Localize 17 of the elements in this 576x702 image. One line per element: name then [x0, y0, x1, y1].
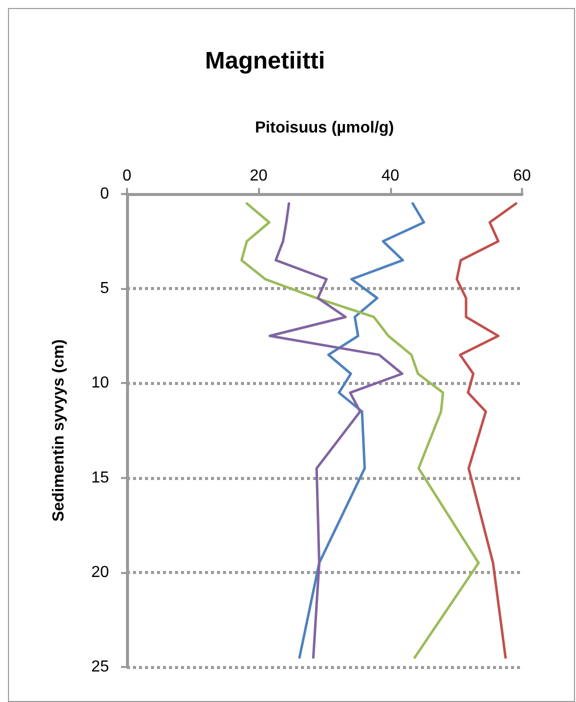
y-tick-label: 15 [91, 469, 110, 486]
x-axis-title: Pitoisuus (µmol/g) [255, 120, 394, 136]
y-tick-label: 20 [91, 564, 110, 581]
line-series [456, 202, 518, 659]
line-series [268, 202, 404, 659]
y-tick-label: 10 [91, 374, 110, 392]
line-series [298, 202, 426, 659]
y-tick-label: 25 [91, 658, 110, 676]
y-axis-title: Sedimentin syvyys (cm) [50, 339, 68, 522]
x-tick-label: 20 [250, 168, 268, 184]
x-tick-label: 40 [381, 168, 400, 184]
x-tick-label: 60 [513, 168, 531, 184]
x-tick-label: 0 [122, 168, 132, 184]
y-tick-label: 5 [100, 280, 110, 298]
chart-title: Magnetiitti [205, 48, 325, 74]
line-series [240, 202, 480, 659]
y-tick-label: 0 [100, 186, 110, 202]
